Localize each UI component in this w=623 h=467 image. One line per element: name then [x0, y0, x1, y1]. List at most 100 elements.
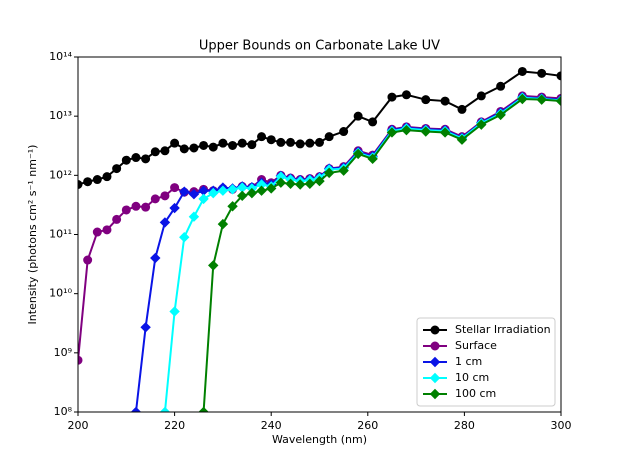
marker [294, 179, 306, 190]
marker [228, 140, 238, 150]
plot-area [78, 66, 561, 412]
marker [368, 117, 378, 127]
marker [92, 175, 102, 185]
marker [457, 104, 467, 114]
marker [265, 183, 277, 194]
marker [420, 126, 431, 137]
marker [170, 138, 180, 148]
marker [160, 191, 170, 201]
legend-label: 10 cm [455, 371, 489, 384]
marker [256, 185, 267, 196]
marker [237, 138, 247, 148]
series-line [78, 70, 561, 186]
marker [208, 142, 218, 152]
marker [555, 95, 561, 107]
marker [227, 184, 238, 195]
marker [246, 187, 258, 199]
marker [556, 71, 561, 81]
marker [305, 138, 315, 148]
marker [517, 93, 528, 105]
marker [198, 193, 209, 205]
legend-label: 100 cm [455, 387, 496, 400]
marker [227, 201, 238, 212]
marker [121, 205, 131, 215]
marker [179, 232, 190, 243]
marker [188, 211, 200, 222]
x-tick-label: 280 [454, 419, 475, 432]
marker [440, 96, 450, 106]
x-tick-label: 260 [357, 419, 378, 432]
marker [387, 92, 397, 102]
legend: Stellar Irradiation Surface 1 cm 10 cm 100 c… [416, 317, 556, 407]
y-tick-label: 10¹¹ [49, 228, 72, 241]
marker [266, 135, 276, 145]
marker [495, 109, 506, 121]
y-tick-label: 10¹³ [49, 109, 72, 122]
marker [276, 137, 286, 147]
marker [218, 138, 228, 148]
legend-label: Surface [455, 339, 497, 352]
x-tick-label: 220 [164, 419, 185, 432]
marker [430, 341, 440, 351]
marker [429, 388, 441, 400]
marker [92, 227, 102, 237]
marker [421, 95, 431, 105]
x-tick-label: 240 [261, 419, 282, 432]
legend-label: 1 cm [455, 355, 482, 368]
marker [188, 188, 200, 200]
marker [169, 306, 180, 317]
marker [339, 127, 349, 137]
marker [102, 172, 112, 182]
marker [199, 140, 209, 150]
marker [150, 194, 160, 204]
marker [286, 137, 296, 147]
marker [338, 165, 349, 176]
marker [430, 325, 440, 335]
x-tick-label: 300 [551, 419, 572, 432]
marker [439, 127, 451, 138]
marker [198, 406, 209, 412]
marker [304, 178, 316, 189]
marker [83, 255, 93, 265]
marker [456, 134, 468, 145]
marker [179, 186, 190, 197]
marker [429, 372, 441, 384]
y-tick-label: 10¹⁰ [49, 287, 72, 300]
marker [315, 137, 324, 147]
marker [217, 218, 229, 230]
marker [367, 153, 378, 165]
marker [537, 68, 547, 78]
marker [112, 214, 122, 224]
marker [121, 155, 131, 165]
marker [517, 66, 527, 76]
marker [314, 175, 325, 187]
marker [429, 356, 441, 368]
marker [476, 119, 487, 130]
marker [352, 148, 364, 160]
marker [169, 202, 180, 214]
y-axis-label: Intensity (photons cm² s⁻¹ nm⁻¹) [26, 145, 39, 325]
y-tick-label: 10¹² [49, 168, 72, 181]
marker [324, 132, 334, 142]
marker [179, 144, 189, 154]
marker [353, 111, 363, 121]
marker [401, 124, 412, 136]
marker [102, 225, 112, 235]
marker [78, 179, 83, 189]
marker [208, 187, 219, 199]
marker [78, 355, 83, 365]
marker [295, 139, 305, 149]
marker [112, 164, 122, 174]
marker [257, 132, 267, 142]
legend-label: Stellar Irradiation [455, 323, 551, 336]
marker [83, 177, 93, 187]
marker [189, 143, 199, 153]
y-tick-label: 10¹⁴ [49, 50, 72, 63]
marker [208, 260, 219, 271]
chart-title: Upper Bounds on Carbonate Lake UV [199, 39, 440, 54]
marker [141, 202, 151, 212]
marker [386, 127, 398, 138]
marker [159, 406, 171, 412]
x-tick-label: 200 [68, 419, 89, 432]
